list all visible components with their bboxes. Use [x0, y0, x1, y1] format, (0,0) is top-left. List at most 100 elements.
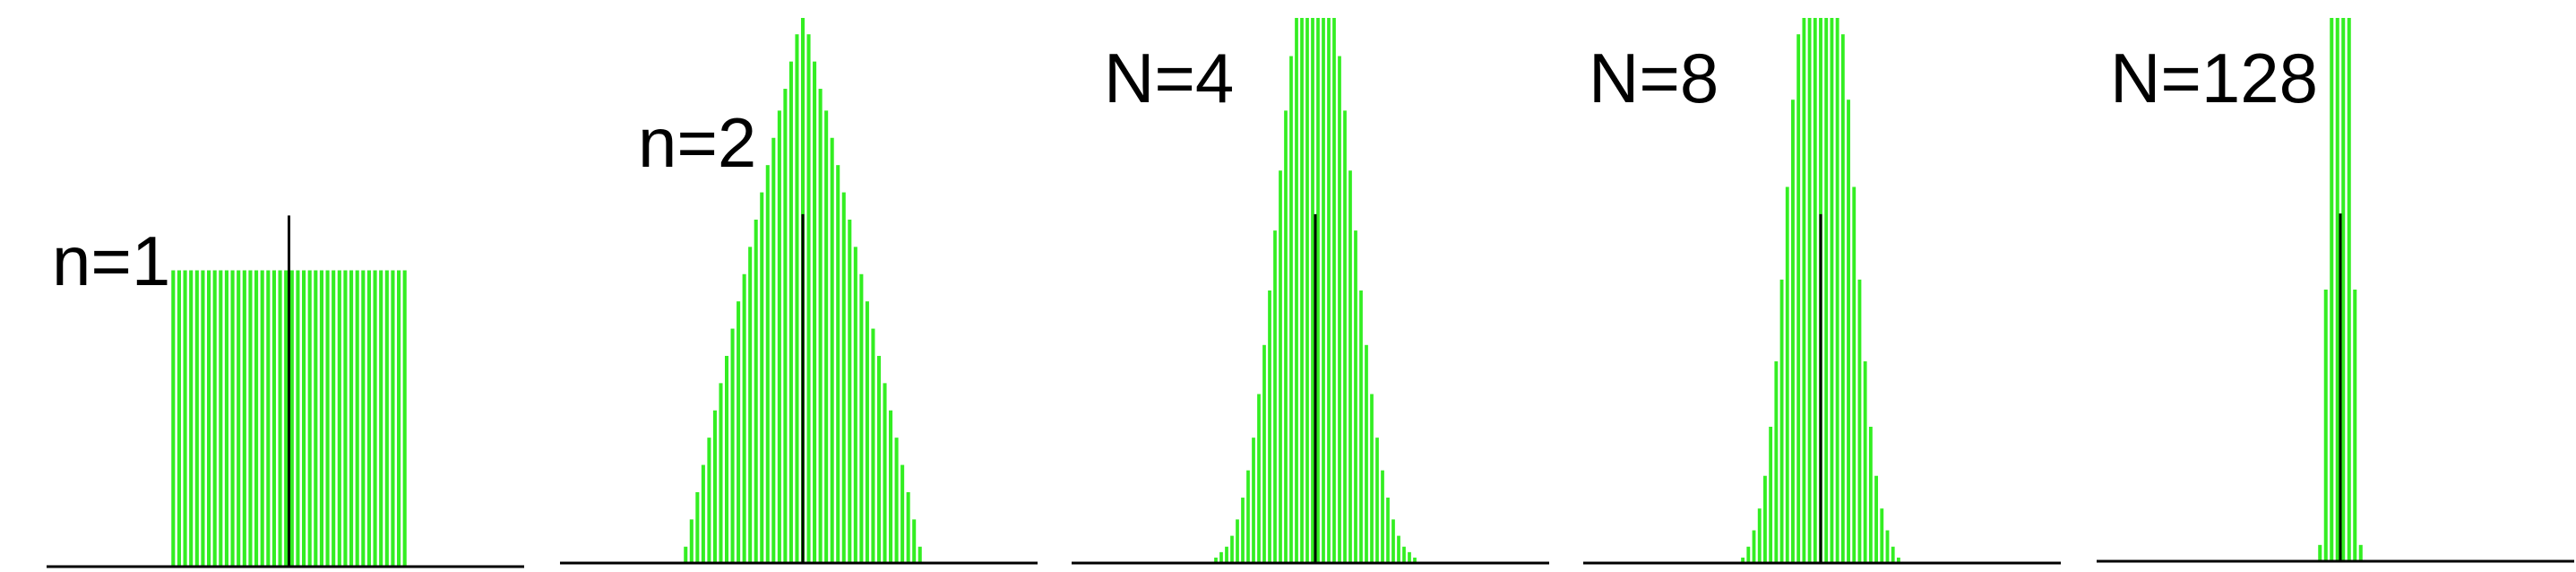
histogram-bar	[1741, 557, 1745, 563]
histogram-bar	[194, 270, 199, 567]
histogram-bar	[1391, 519, 1395, 563]
histogram-bar	[1316, 18, 1320, 563]
histogram-bar	[325, 270, 330, 567]
histogram-bar	[1375, 438, 1379, 563]
histogram-bar	[1381, 470, 1384, 563]
histogram-bar	[171, 270, 176, 567]
histogram-bar	[402, 270, 407, 567]
histogram-bar	[1847, 100, 1850, 563]
histogram-bar	[296, 270, 300, 567]
histogram-bar	[1779, 279, 1784, 563]
histogram-bar	[824, 110, 829, 564]
histogram-bar	[1348, 170, 1352, 564]
histogram-bar	[1413, 557, 1417, 563]
histogram-bar	[742, 273, 746, 563]
histogram-bar	[701, 464, 705, 563]
histogram-bar	[1785, 186, 1789, 564]
histogram-bar	[1370, 394, 1374, 563]
histogram-bar	[289, 270, 294, 567]
histogram-bar	[1857, 279, 1862, 563]
histogram-bar	[818, 89, 823, 564]
histogram-bar	[1835, 18, 1839, 563]
histogram-bar	[1769, 427, 1773, 563]
histogram-bar	[1365, 344, 1368, 563]
chart-panel-2: n=2	[560, 18, 1038, 565]
panel-label: N=4	[1104, 39, 1234, 117]
histogram-bar	[1305, 18, 1309, 563]
histogram-bar	[1874, 475, 1878, 563]
histogram-bar	[684, 546, 688, 563]
histogram-bar	[2353, 290, 2357, 561]
histogram-bar	[1262, 344, 1266, 563]
histogram-bar	[1295, 18, 1298, 563]
histogram-bar	[730, 328, 735, 563]
histogram-bar	[707, 438, 711, 563]
histogram-bar	[254, 270, 259, 567]
histogram-bar	[1322, 18, 1325, 563]
histogram-bar	[765, 165, 770, 563]
histogram-bar	[1219, 551, 1223, 563]
histogram-bar	[1852, 186, 1857, 564]
histogram-bar	[1774, 361, 1779, 563]
histogram-bar	[355, 270, 359, 567]
histogram-bar	[319, 270, 323, 567]
chart-panel-5: N=128	[2097, 18, 2574, 563]
histogram-bar	[1746, 546, 1751, 563]
histogram-bar	[242, 270, 246, 567]
histogram-bar	[1868, 427, 1873, 563]
histogram-bar	[1327, 18, 1331, 563]
histogram-bar	[918, 546, 922, 563]
histogram-bar	[207, 270, 211, 567]
histogram-bar	[397, 270, 401, 567]
panel-label: n=1	[52, 221, 170, 300]
histogram-bar	[1230, 535, 1234, 563]
histogram-bar	[859, 273, 864, 563]
histogram-bar	[1354, 230, 1357, 563]
histogram-bar	[177, 270, 181, 567]
histogram-bar	[183, 270, 187, 567]
histogram-bar	[260, 270, 264, 567]
histogram-bar	[1332, 18, 1336, 563]
histogram-bar	[189, 270, 194, 567]
histogram-bar	[302, 270, 306, 567]
histogram-bar	[379, 270, 383, 567]
panel-label: N=128	[2110, 39, 2318, 117]
histogram-bar	[783, 89, 788, 564]
histogram-bar	[349, 270, 354, 567]
histogram-bar	[1840, 34, 1845, 564]
histogram-bar	[384, 270, 389, 567]
histogram-bar	[1300, 18, 1304, 563]
histogram-bar	[307, 270, 312, 567]
histogram-bar	[830, 137, 834, 563]
histogram-bar	[1289, 56, 1293, 564]
histogram-bar	[366, 270, 371, 567]
histogram-bar	[912, 519, 917, 563]
histogram-bar	[889, 410, 893, 563]
histogram-bar	[2318, 544, 2322, 561]
histogram-bar	[2358, 544, 2363, 561]
histogram-bar	[754, 219, 758, 563]
histogram-bar	[1252, 438, 1255, 563]
histogram-bar	[266, 270, 271, 567]
histogram-bar	[1241, 498, 1245, 563]
histogram-bar	[2341, 18, 2346, 561]
chart-panel-1: n=1	[47, 215, 524, 568]
histogram-bar	[1214, 557, 1218, 563]
histogram-bar	[853, 247, 857, 563]
histogram-bar	[1246, 470, 1250, 563]
histogram-bar	[1408, 551, 1411, 563]
histogram-bar	[1343, 110, 1347, 564]
histogram-bar	[1802, 18, 1806, 563]
histogram-bar	[865, 301, 869, 563]
histogram-bar	[219, 270, 223, 567]
histogram-bar	[224, 270, 228, 567]
histogram-bar	[876, 355, 881, 563]
histogram-bar	[788, 61, 793, 563]
histogram-bar	[1863, 361, 1867, 563]
histogram-bar	[343, 270, 348, 567]
histogram-bar	[1880, 508, 1884, 563]
histogram-bar	[1338, 56, 1341, 564]
histogram-bar	[1824, 18, 1829, 563]
histogram-bar	[1236, 519, 1239, 563]
histogram-bar	[2330, 18, 2334, 561]
